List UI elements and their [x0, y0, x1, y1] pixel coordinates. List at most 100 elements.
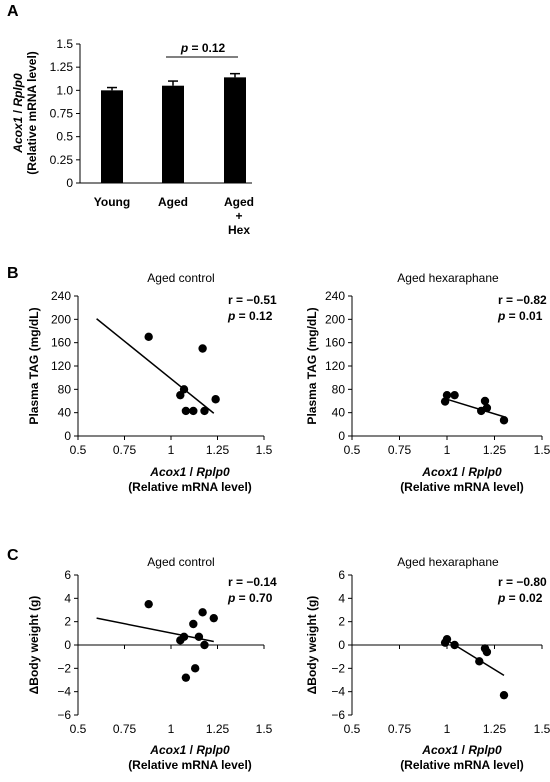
y-axis-label: ΔBody weight (g): [305, 596, 319, 695]
y-tick-label: 2: [338, 615, 345, 629]
x-label-line1-gene2: Rplp0: [468, 743, 502, 757]
data-point: [480, 396, 490, 406]
x-tick-label: 1: [168, 722, 175, 736]
x-tick-label: 0.5: [344, 722, 361, 736]
p-letter: p: [227, 591, 235, 605]
r-value: r = −0.51: [228, 293, 277, 307]
x-label-line1-slash: /: [458, 465, 468, 479]
y-tick-label: 0: [64, 638, 71, 652]
y-tick-label: 0.75: [50, 107, 74, 121]
x-label-line1-gene1: Acox1: [149, 743, 186, 757]
data-point: [189, 406, 198, 416]
p-letter: p: [180, 41, 188, 55]
y-tick-label: −6: [57, 708, 71, 722]
y-tick-label: 0: [338, 429, 345, 443]
y-label-line1: Acox1 / Rplp0: [11, 73, 25, 154]
data-point: [442, 634, 452, 644]
data-point: [190, 664, 200, 673]
y-tick-label: 1.0: [56, 83, 73, 97]
y-tick-label: 0: [64, 429, 71, 443]
p-letter: p: [497, 591, 505, 605]
x-label-line1: Acox1 / Rplp0: [421, 743, 502, 757]
data-point: [442, 390, 452, 400]
bar: [224, 77, 246, 183]
x-tick-label: 0.5: [70, 443, 87, 457]
x-tick-label: 1.25: [206, 443, 230, 457]
x-tick-label: 1: [444, 443, 451, 457]
x-label-line1-gene1: Acox1: [421, 743, 458, 757]
data-point: [179, 385, 189, 394]
p-value-annotation: p = 0.12: [180, 41, 226, 55]
x-tick-label: 0.75: [113, 722, 137, 736]
chart-title: Aged control: [147, 271, 214, 285]
x-label-line1-gene2: Rplp0: [468, 465, 502, 479]
p-value: p = 0.02: [497, 591, 543, 605]
panel-letter-a: A: [7, 3, 19, 20]
p-number: = 0.02: [505, 591, 542, 605]
bar: [101, 90, 123, 183]
p-value: p = 0.70: [227, 591, 273, 605]
y-axis-label: Plasma TAG (mg/dL): [27, 307, 41, 424]
y-label-line2: (Relative mRNA level): [25, 51, 39, 175]
data-point: [499, 416, 509, 425]
y-tick-label: 240: [51, 289, 71, 303]
scatter-b-left: 0 40 80 120 160 200 240 0.5 0.75 1 1.25 1.5 Aged con…: [27, 271, 277, 494]
y-label-line1-gene2: Rplp0: [11, 73, 25, 107]
data-point: [450, 640, 459, 650]
y-tick-label: 240: [325, 289, 345, 303]
y-tick-label: −2: [331, 661, 345, 675]
scatter-c-right: −6 −4 −2 0 2 4 6 0.5 0.75 1 1.25 1.5 Aged hexaraphan…: [305, 555, 550, 772]
y-tick-label: 0.5: [56, 130, 73, 144]
scatter-c-left: −6 −4 −2 0 2 4 6 0.5 0.75 1 1.25 1.5 Aged control r =…: [27, 555, 277, 772]
y-label-text: Plasma TAG (mg/dL): [305, 307, 319, 424]
p-number: = 0.12: [235, 309, 272, 323]
x-label-line1: Acox1 / Rplp0: [149, 743, 230, 757]
x-label-line2: (Relative mRNA level): [128, 758, 252, 772]
x-tick-label: 0.5: [344, 443, 361, 457]
y-axis-label: Acox1 / Rplp0 (Relative mRNA level): [11, 51, 39, 175]
chart-title: Aged hexaraphane: [397, 271, 499, 285]
y-tick-label: 80: [58, 382, 72, 396]
chart-title: Aged control: [147, 555, 214, 569]
r-value: r = −0.14: [228, 575, 277, 589]
y-label-text: Plasma TAG (mg/dL): [27, 307, 41, 424]
data-point: [450, 390, 459, 400]
y-label-line1-slash: /: [11, 107, 25, 117]
data-point: [211, 395, 220, 404]
data-point: [200, 640, 209, 650]
x-tick-label: 1.5: [534, 443, 550, 457]
p-letter: p: [227, 309, 235, 323]
y-tick-label: 1.5: [56, 37, 73, 51]
data-point: [475, 657, 484, 666]
p-number: = 0.70: [235, 591, 272, 605]
x-tick-label: 0.75: [388, 722, 412, 736]
x-tick-label: 1.25: [483, 722, 507, 736]
data-point: [198, 344, 207, 353]
x-label-line1-gene1: Acox1: [421, 465, 458, 479]
y-tick-label: 160: [51, 336, 71, 350]
x-tick-label: 0.75: [388, 443, 412, 457]
y-tick-label: 6: [338, 568, 345, 582]
p-value: p = 0.01: [497, 309, 543, 323]
x-tick-label: 1.5: [534, 722, 550, 736]
y-tick-label: 40: [58, 406, 72, 420]
data-point: [144, 332, 153, 342]
y-tick-label: −4: [331, 685, 345, 699]
x-tick-label: 1: [168, 443, 175, 457]
x-label-line1-gene1: Acox1: [149, 465, 186, 479]
y-axis-label: ΔBody weight (g): [27, 596, 41, 695]
y-tick-label: 6: [64, 568, 71, 582]
regression-line: [96, 617, 214, 643]
data-point: [194, 632, 204, 642]
data-point: [209, 613, 218, 623]
panel-letter-b: B: [7, 265, 19, 282]
x-label-line1-gene2: Rplp0: [196, 465, 230, 479]
y-tick-label: 0: [338, 638, 345, 652]
x-label-line1-slash: /: [458, 743, 468, 757]
x-tick-label: 1.25: [206, 722, 230, 736]
y-tick-label: 0.25: [50, 153, 74, 167]
y-tick-label: 160: [325, 336, 345, 350]
y-label-text: ΔBody weight (g): [27, 596, 41, 695]
bar: [162, 85, 184, 183]
